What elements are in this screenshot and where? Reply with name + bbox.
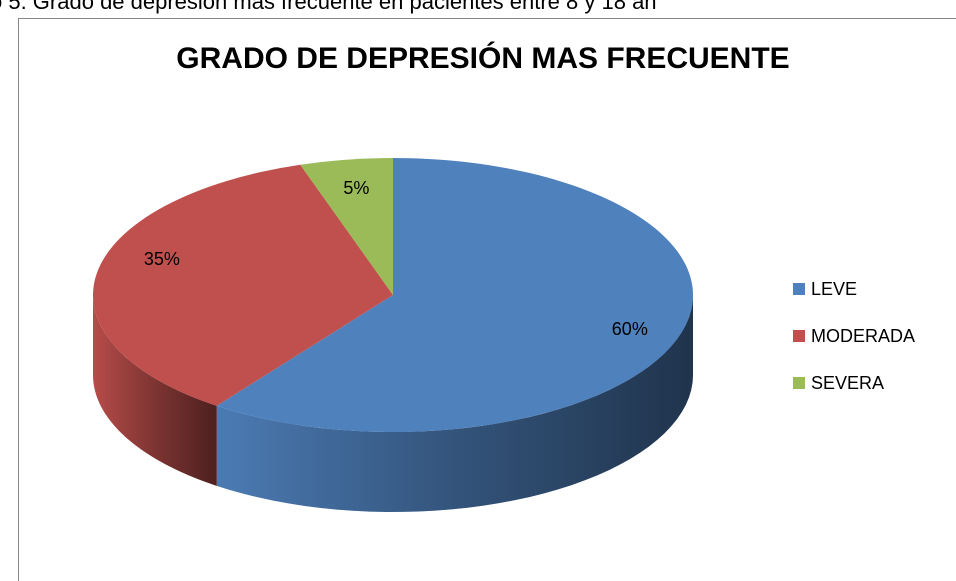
data-label: 5%: [343, 178, 369, 198]
slice-side-shade: [216, 295, 693, 512]
legend-swatch: [793, 330, 805, 342]
data-label: 60%: [612, 319, 648, 339]
slice: [93, 164, 393, 406]
data-label: 35%: [144, 249, 180, 269]
slice-side-shade: [93, 295, 217, 486]
slice: [216, 158, 694, 432]
legend-swatch: [793, 283, 805, 295]
legend-label: LEVE: [811, 279, 857, 299]
chart-title: GRADO DE DEPRESIÓN MAS FRECUENTE: [176, 41, 789, 75]
legend-label: MODERADA: [811, 326, 915, 346]
legend-label: SEVERA: [811, 373, 884, 393]
caption: o 5. Grado de depresión mas frecuente en…: [0, 0, 657, 14]
slice: [300, 158, 393, 295]
legend-swatch: [793, 377, 805, 389]
